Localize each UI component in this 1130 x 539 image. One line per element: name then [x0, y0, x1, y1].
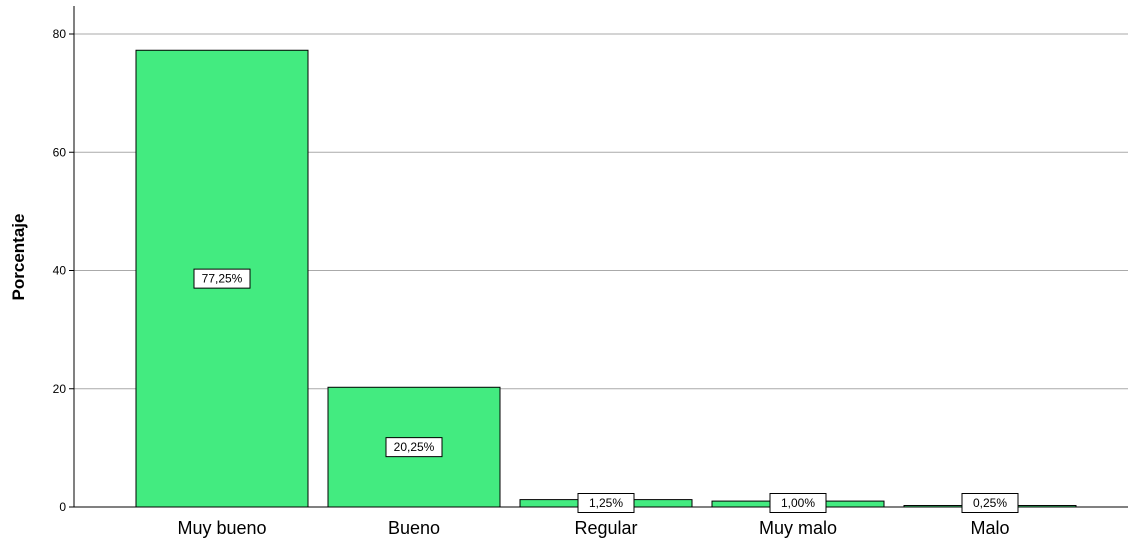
data-label-box	[193, 268, 251, 289]
data-label-text: 0,25%	[973, 496, 1007, 510]
data-label: 1,25%	[577, 493, 635, 513]
data-label: 20,25%	[385, 437, 443, 458]
y-ticks: 0 20 40 60 80	[53, 27, 74, 514]
data-label: 1,00%	[769, 493, 827, 513]
x-tick-label: Bueno	[388, 518, 440, 538]
y-tick-label: 60	[53, 145, 67, 159]
y-tick-label: 80	[53, 27, 67, 41]
data-label-text: 20,25%	[394, 440, 435, 454]
data-label-box	[577, 493, 635, 513]
data-label-text: 77,25%	[202, 272, 243, 286]
bars	[135, 49, 1077, 508]
data-labels: 77,25% 20,25% 1,25% 1,00% 0,25%	[193, 268, 1019, 513]
data-label-box	[769, 493, 827, 513]
y-tick-label: 0	[59, 500, 66, 514]
x-tick-label: Regular	[574, 518, 637, 538]
data-label-box	[961, 493, 1019, 513]
y-tick-label: 40	[53, 264, 67, 278]
x-tick-label: Malo	[970, 518, 1009, 538]
x-tick-label: Muy bueno	[177, 518, 266, 538]
data-label-text: 1,00%	[781, 496, 815, 510]
x-tick-label: Muy malo	[759, 518, 837, 538]
y-axis-label: Porcentaje	[9, 214, 28, 301]
data-label: 0,25%	[961, 493, 1019, 513]
data-label: 77,25%	[193, 268, 251, 289]
x-tick-labels: Muy bueno Bueno Regular Muy malo Malo	[177, 518, 1009, 538]
data-label-text: 1,25%	[589, 496, 623, 510]
y-tick-label: 20	[53, 382, 67, 396]
data-label-box	[385, 437, 443, 458]
